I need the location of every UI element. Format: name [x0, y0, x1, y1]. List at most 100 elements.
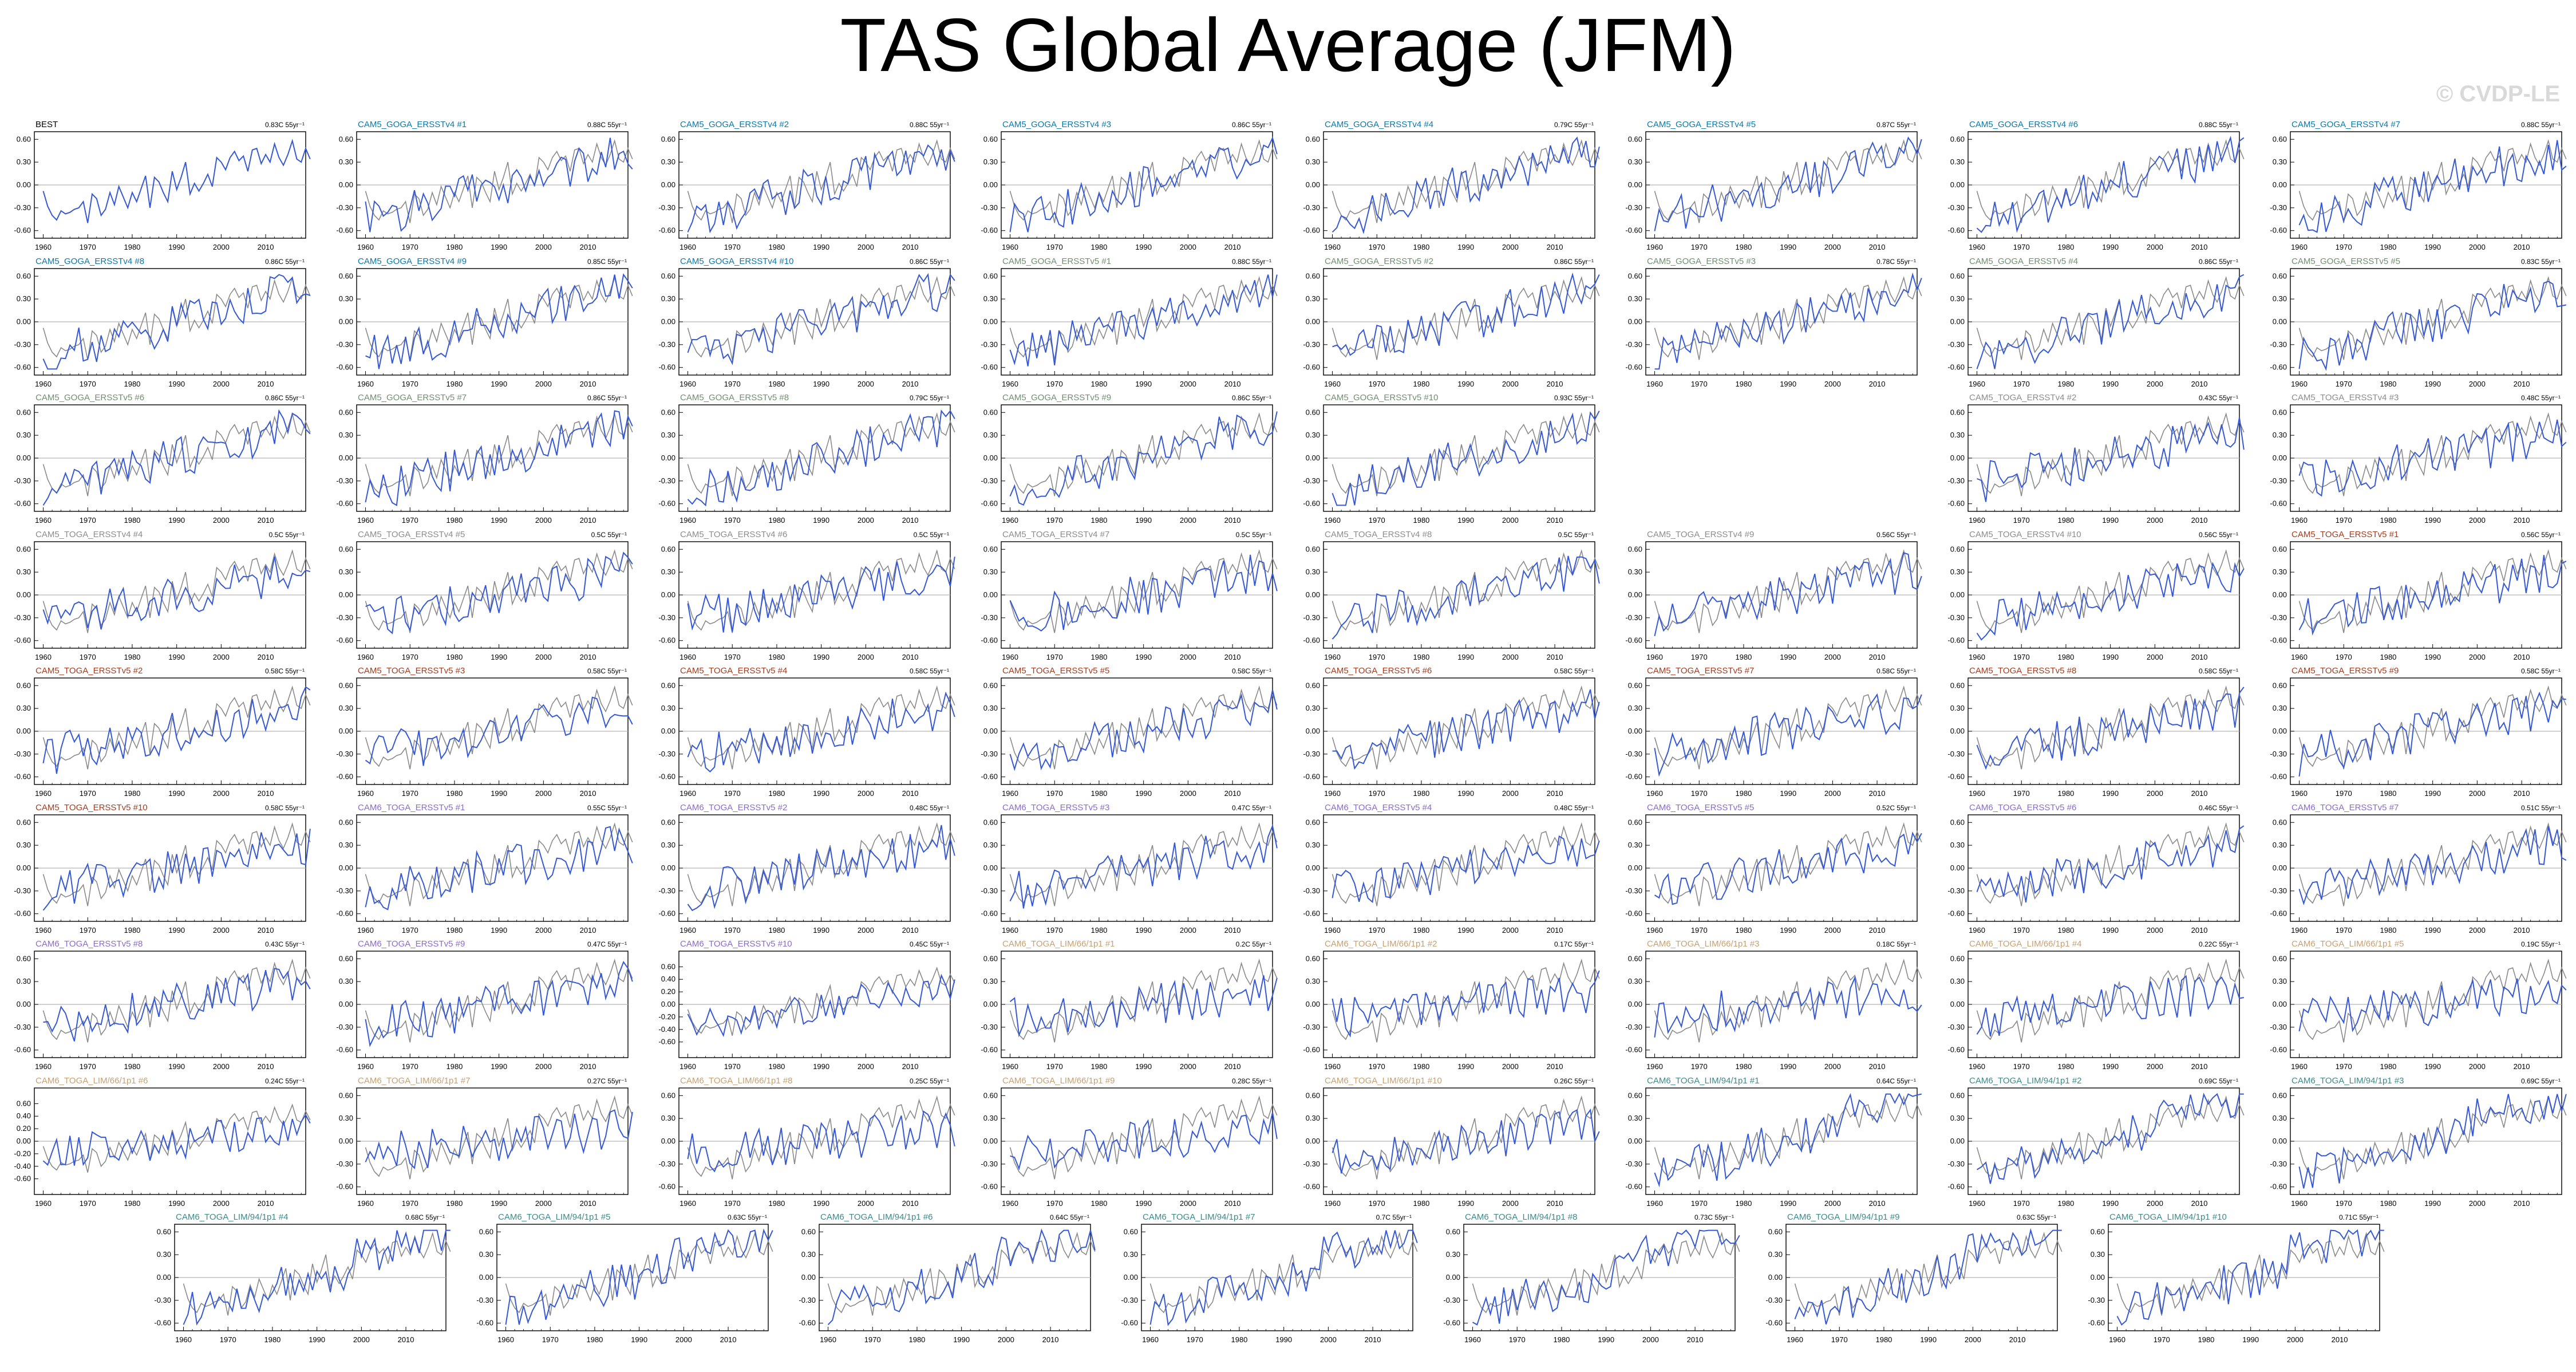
y-tick-label: 0.60	[661, 545, 675, 553]
y-tick-label: -0.30	[1625, 1023, 1642, 1031]
y-tick-label: 0.60	[2273, 135, 2287, 143]
panel-title: CAM5_GOGA_ERSSTv4 #5	[1647, 120, 1756, 129]
y-tick-label: -0.30	[14, 203, 31, 212]
y-tick-label: 0.30	[1306, 1114, 1320, 1122]
x-tick-label: 1990	[2424, 1062, 2441, 1071]
x-tick-label: 2010	[1869, 926, 1886, 935]
panel-svg: CAM5_TOGA_ERSSTv4 #8 0.5C 55yr⁻¹ 0.60 0.30 0…	[1303, 530, 1600, 661]
series-line-ensemble	[42, 556, 311, 630]
y-tick-label: -0.30	[799, 1296, 816, 1304]
x-tick-label: 2000	[858, 789, 874, 798]
y-tick-label: -0.30	[14, 613, 31, 621]
y-tick-label: 0.30	[1306, 567, 1320, 576]
panel-title: CAM5_GOGA_ERSSTv5 #5	[2291, 257, 2400, 266]
x-tick-label: 1980	[1231, 1335, 1247, 1344]
x-tick-label: 1990	[2102, 243, 2119, 251]
y-tick-label: -0.30	[14, 886, 31, 894]
panel-trend-label: 0.86C 55yr⁻¹	[265, 258, 305, 266]
x-tick-label: 1960	[35, 789, 52, 798]
x-tick-label: 1960	[1969, 1199, 1985, 1208]
y-tick-label: -0.60	[1947, 636, 1965, 644]
x-tick-label: 1970	[80, 380, 96, 388]
series-line-obs	[42, 412, 311, 496]
x-tick-label: 1990	[813, 653, 829, 661]
y-tick-label: -0.60	[1765, 1319, 1783, 1327]
panel-title: CAM5_GOGA_ERSSTv5 #6	[35, 393, 144, 403]
y-tick-label: 0.00	[339, 317, 353, 326]
series-line-obs	[42, 822, 311, 906]
x-tick-label: 1970	[1369, 1199, 1385, 1208]
x-tick-label: 1970	[1831, 1335, 1848, 1344]
y-tick-label: 0.00	[661, 864, 675, 872]
y-tick-label: -0.30	[1625, 750, 1642, 758]
series-line-ensemble	[505, 1228, 773, 1325]
x-tick-label: 1960	[679, 789, 696, 798]
panel-title: CAM5_TOGA_ERSSTv5 #2	[35, 666, 143, 676]
x-tick-label: 2010	[580, 653, 596, 661]
panel-trend-label: 0.46C 55yr⁻¹	[2199, 804, 2238, 812]
chart-panel: CAM5_TOGA_ERSSTv4 #5 0.5C 55yr⁻¹ 0.60 0.30 0…	[336, 528, 633, 667]
x-tick-label: 1960	[1646, 926, 1663, 935]
panel-trend-label: 0.48C 55yr⁻¹	[1554, 804, 1594, 812]
x-tick-label: 1990	[168, 789, 185, 798]
x-tick-label: 1970	[1046, 243, 1063, 251]
y-tick-label: -0.30	[658, 1159, 675, 1168]
x-tick-label: 2010	[2514, 516, 2530, 525]
y-tick-label: 0.00	[2273, 727, 2287, 735]
series-line-obs	[1976, 275, 2245, 360]
y-tick-label: 0.30	[1950, 704, 1965, 712]
x-tick-label: 2000	[1502, 789, 1519, 798]
y-tick-label: -0.30	[1303, 613, 1320, 621]
series-line-obs	[1009, 412, 1278, 496]
y-tick-label: 0.30	[1950, 431, 1965, 439]
y-tick-label: 0.30	[17, 157, 31, 166]
panel-title: CAM5_TOGA_ERSSTv4 #10	[1969, 530, 2081, 539]
y-tick-label: -0.60	[1947, 1182, 1965, 1190]
chart-panel: CAM6_TOGA_LIM/94/1p1 #5 0.63C 55yr⁻¹ 0.60 0…	[476, 1211, 773, 1349]
series-line-ensemble	[42, 686, 311, 774]
chart-panel: CAM5_TOGA_ERSSTv5 #2 0.58C 55yr⁻¹ 0.60 0.30…	[14, 664, 311, 803]
x-tick-label: 2010	[1547, 926, 1563, 935]
x-tick-label: 1990	[813, 926, 829, 935]
series-line-ensemble	[1976, 274, 2245, 369]
panel-title: CAM5_TOGA_ERSSTv5 #1	[2291, 530, 2399, 539]
panel-title: CAM6_TOGA_LIM/66/1p1 #10	[1325, 1076, 1442, 1086]
panel-svg: CAM5_GOGA_ERSSTv4 #7 0.88C 55yr⁻¹ 0.60 0.30…	[2270, 120, 2567, 251]
x-tick-label: 2010	[398, 1335, 414, 1344]
x-tick-label: 2000	[535, 380, 552, 388]
x-tick-label: 2000	[2147, 516, 2163, 525]
x-tick-label: 1960	[1324, 516, 1341, 525]
panel-title: CAM5_TOGA_ERSSTv4 #2	[1969, 393, 2076, 403]
x-tick-label: 2000	[213, 243, 230, 251]
series-line-ensemble	[1332, 411, 1600, 506]
x-tick-label: 1980	[2057, 653, 2074, 661]
x-tick-label: 2010	[1224, 243, 1241, 251]
x-tick-label: 1970	[80, 516, 96, 525]
x-tick-label: 1970	[80, 926, 96, 935]
panel-trend-label: 0.5C 55yr⁻¹	[591, 531, 627, 539]
series-line-obs	[1794, 1231, 2063, 1316]
y-tick-label: -0.30	[1947, 613, 1965, 621]
series-line-ensemble	[1009, 274, 1278, 366]
chart-panel: CAM6_TOGA_LIM/66/1p1 #1 0.2C 55yr⁻¹ 0.60 0.…	[981, 937, 1278, 1076]
y-tick-label: 0.30	[1306, 157, 1320, 166]
chart-panel: CAM5_TOGA_ERSSTv4 #8 0.5C 55yr⁻¹ 0.60 0.30 0…	[1303, 528, 1600, 667]
x-tick-label: 2010	[2009, 1335, 2026, 1344]
series-line-obs	[687, 275, 955, 360]
x-tick-label: 2000	[535, 1199, 552, 1208]
y-tick-label: -0.30	[2270, 750, 2287, 758]
y-tick-label: 0.60	[1950, 818, 1965, 826]
chart-panel: CAM6_TOGA_ERSSTv5 #1 0.55C 55yr⁻¹ 0.60 0.30…	[336, 801, 633, 940]
x-tick-label: 2000	[2469, 789, 2486, 798]
panel-trend-label: 0.58C 55yr⁻¹	[265, 667, 305, 675]
x-tick-label: 1980	[2057, 243, 2074, 251]
y-tick-label: 0.60	[801, 1227, 816, 1236]
x-tick-label: 1970	[220, 1335, 236, 1344]
x-tick-label: 1980	[1735, 243, 1752, 251]
x-tick-label: 1990	[491, 926, 507, 935]
y-tick-label: -0.60	[1625, 909, 1642, 917]
x-tick-label: 2010	[2514, 1062, 2530, 1071]
x-tick-label: 2000	[1502, 1199, 1519, 1208]
panel-svg: CAM5_TOGA_ERSSTv5 #5 0.58C 55yr⁻¹ 0.60 0.30…	[981, 666, 1278, 798]
panel-title: CAM5_TOGA_ERSSTv4 #9	[1647, 530, 1754, 539]
